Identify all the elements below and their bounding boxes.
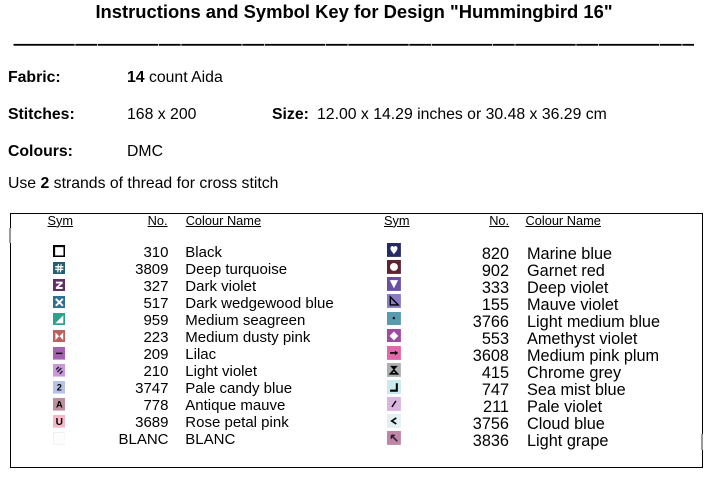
svg-text:A: A	[56, 400, 63, 410]
svg-text:U: U	[55, 417, 62, 428]
svg-text:2: 2	[56, 383, 61, 393]
